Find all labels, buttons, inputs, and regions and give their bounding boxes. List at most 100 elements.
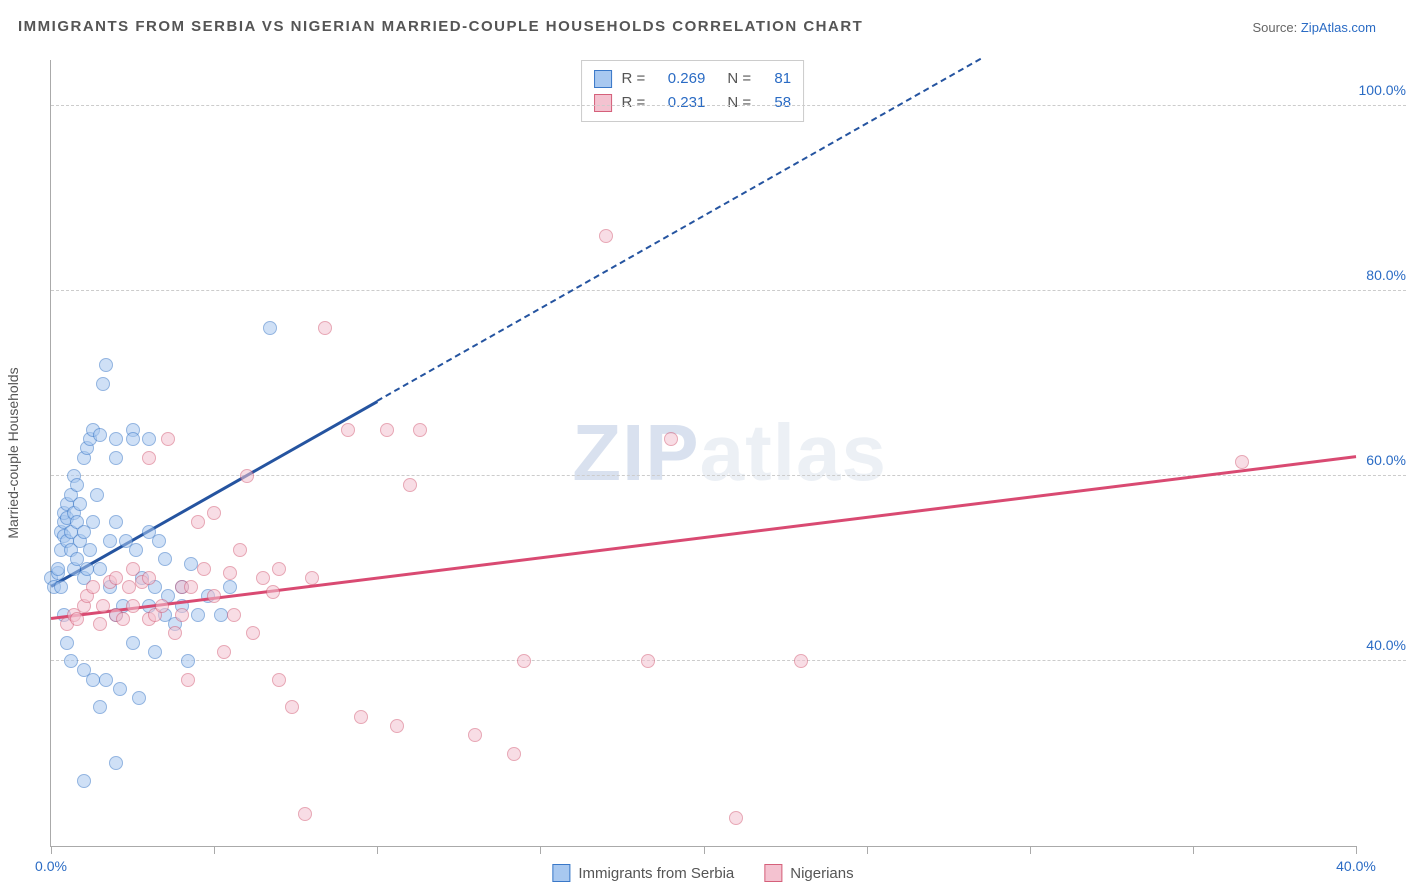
data-point [318,321,332,335]
source-prefix: Source: [1252,20,1300,35]
data-point [129,543,143,557]
data-point [109,571,123,585]
data-point [116,612,130,626]
data-point [90,488,104,502]
data-point [51,562,65,576]
data-point [641,654,655,668]
data-point [126,562,140,576]
legend-item: Nigerians [764,864,853,882]
data-point [148,645,162,659]
legend-swatch [764,864,782,882]
gridline [51,105,1406,106]
data-point [305,571,319,585]
data-point [207,589,221,603]
y-tick-label: 100.0% [1356,82,1406,98]
data-point [93,617,107,631]
data-point [1235,455,1249,469]
data-point [86,515,100,529]
data-point [122,580,136,594]
data-point [80,562,94,576]
data-point [354,710,368,724]
data-point [217,645,231,659]
data-point [109,432,123,446]
x-tick-label: 0.0% [35,858,67,874]
legend-swatch [594,94,612,112]
data-point [73,497,87,511]
y-tick-label: 60.0% [1356,452,1406,468]
data-point [142,432,156,446]
data-point [184,580,198,594]
data-point [240,469,254,483]
legend-n-value: 58 [761,91,791,115]
x-tick [214,846,215,854]
y-tick-label: 40.0% [1356,637,1406,653]
data-point [155,599,169,613]
data-point [168,626,182,640]
data-point [77,774,91,788]
data-point [109,515,123,529]
data-point [126,432,140,446]
x-tick [704,846,705,854]
legend-n-value: 81 [761,67,791,91]
data-point [413,423,427,437]
x-tick [1356,846,1357,854]
data-point [96,599,110,613]
data-point [599,229,613,243]
series-legend: Immigrants from Serbia Nigerians [552,864,853,882]
x-tick [1193,846,1194,854]
data-point [161,432,175,446]
watermark-zip: ZIP [572,408,699,497]
source-link[interactable]: ZipAtlas.com [1301,20,1376,35]
data-point [152,534,166,548]
data-point [197,562,211,576]
data-point [191,515,205,529]
data-point [207,506,221,520]
legend-swatch [594,70,612,88]
x-tick [377,846,378,854]
data-point [184,557,198,571]
correlation-legend: R =0.269N =81R =0.231N =58 [581,60,805,122]
x-tick-label: 40.0% [1336,858,1376,874]
chart-title: IMMIGRANTS FROM SERBIA VS NIGERIAN MARRI… [18,18,863,35]
watermark: ZIPatlas [572,407,887,499]
scatter-chart: ZIPatlas Married-couple Households R =0.… [50,60,1356,847]
data-point [341,423,355,437]
data-point [70,478,84,492]
data-point [54,580,68,594]
data-point [403,478,417,492]
data-point [517,654,531,668]
data-point [390,719,404,733]
data-point [298,807,312,821]
legend-item: Immigrants from Serbia [552,864,734,882]
y-tick-label: 80.0% [1356,267,1406,283]
data-point [126,636,140,650]
data-point [223,580,237,594]
data-point [191,608,205,622]
data-point [664,432,678,446]
data-point [794,654,808,668]
data-point [380,423,394,437]
data-point [214,608,228,622]
data-point [109,451,123,465]
legend-label: Immigrants from Serbia [578,865,734,882]
data-point [64,654,78,668]
data-point [93,562,107,576]
data-point [507,747,521,761]
x-tick [1030,846,1031,854]
data-point [246,626,260,640]
watermark-atlas: atlas [700,408,887,497]
data-point [729,811,743,825]
data-point [60,636,74,650]
x-tick [540,846,541,854]
data-point [126,599,140,613]
source-attribution: Source: ZipAtlas.com [1252,20,1376,35]
data-point [93,700,107,714]
data-point [233,543,247,557]
legend-row: R =0.231N =58 [594,91,792,115]
data-point [263,321,277,335]
data-point [223,566,237,580]
data-point [113,682,127,696]
data-point [142,571,156,585]
legend-r-label: R = [622,91,646,115]
data-point [99,673,113,687]
